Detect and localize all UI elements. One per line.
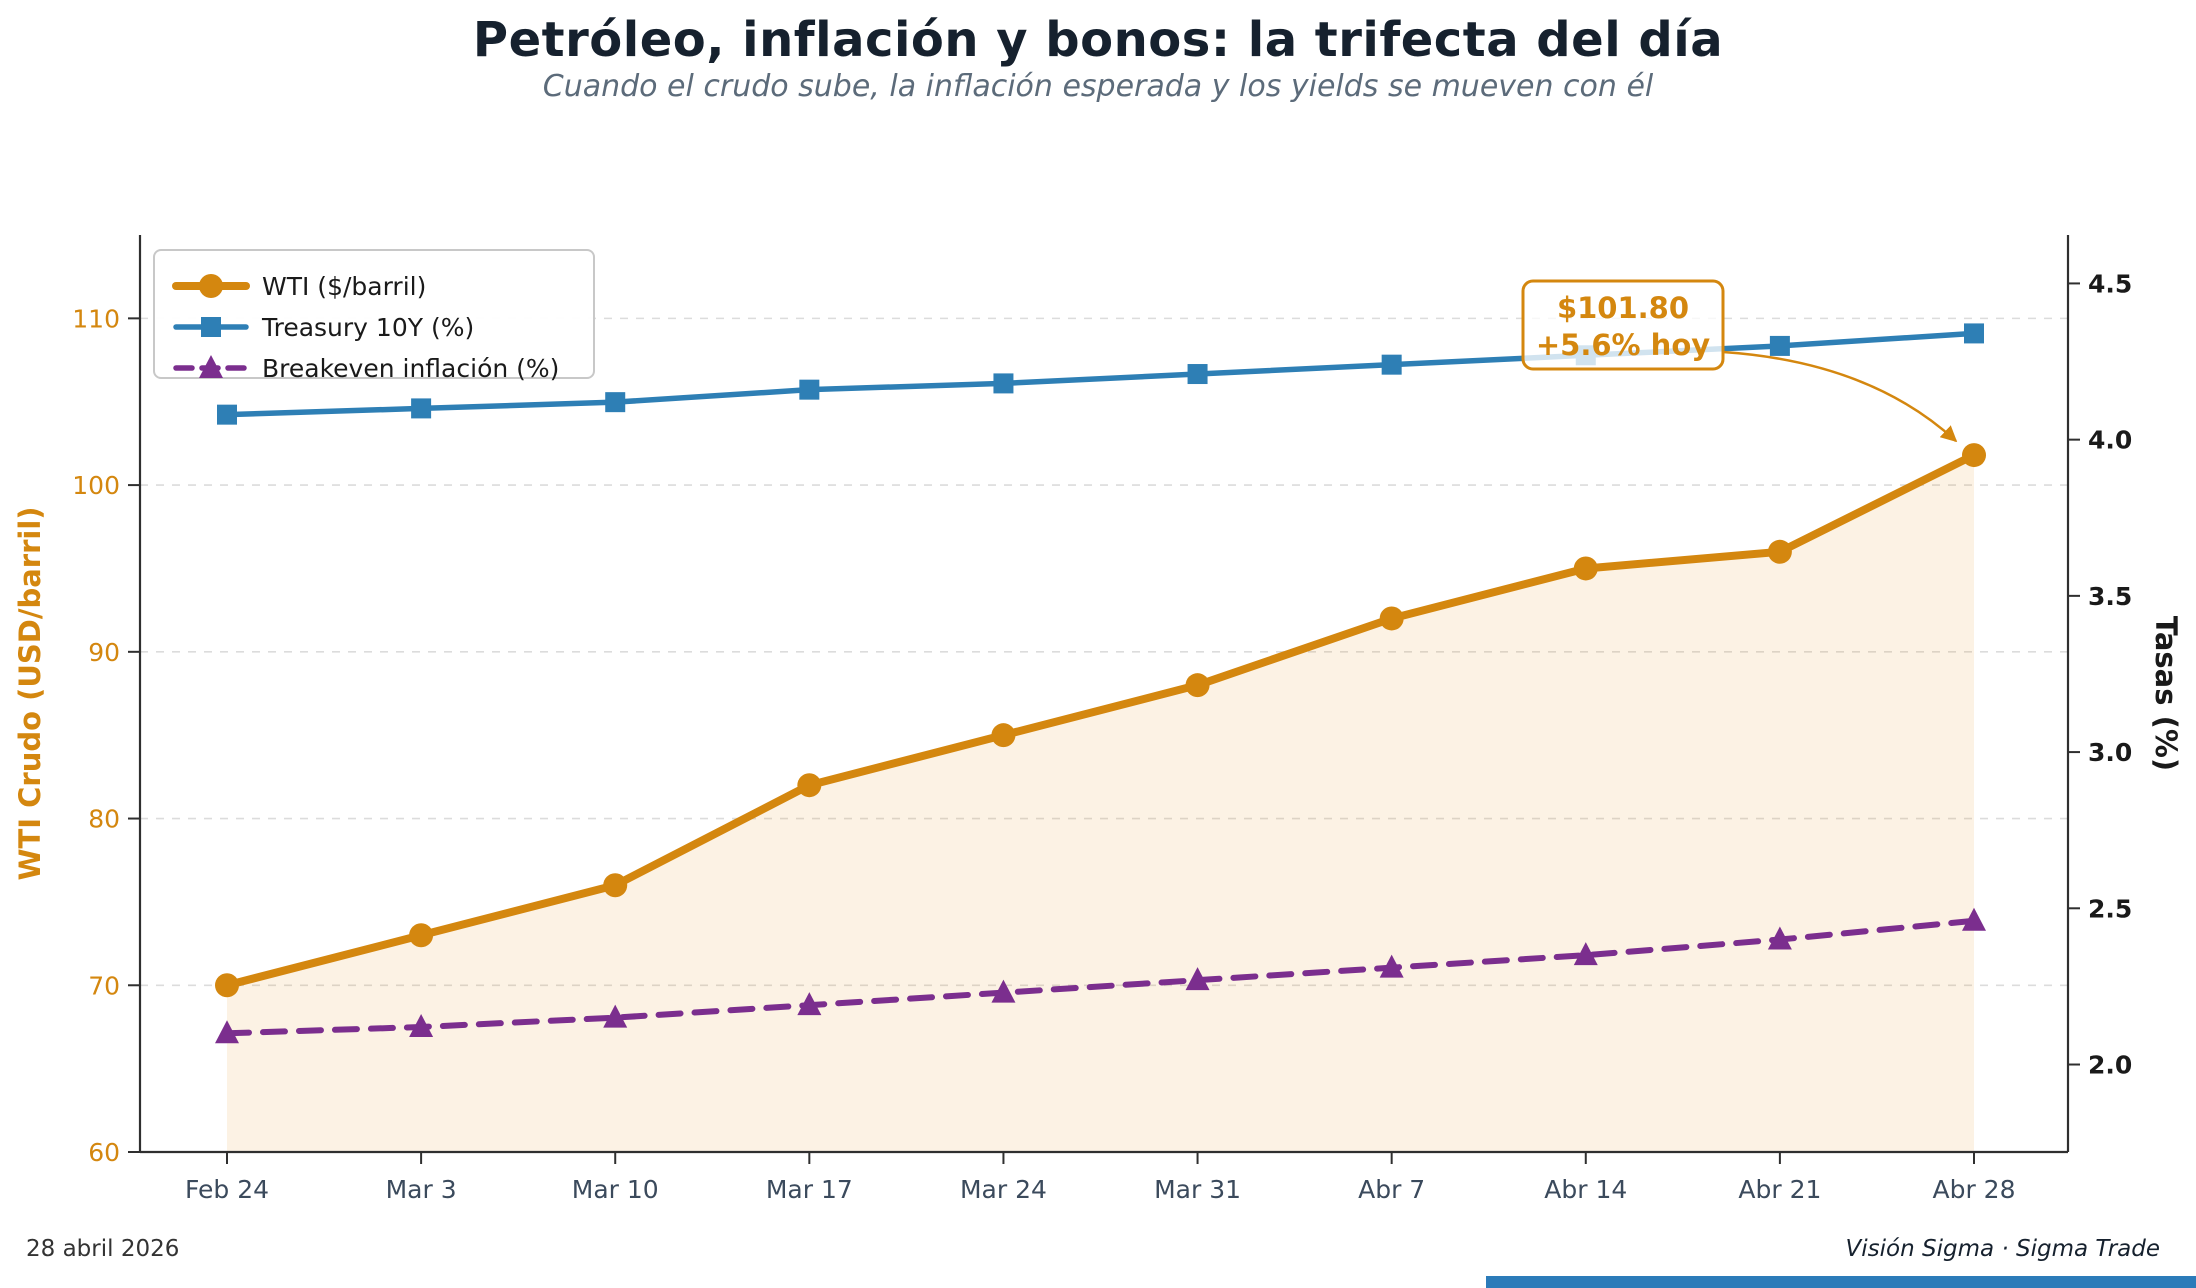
right-tick-label: 3.0 bbox=[2088, 738, 2132, 767]
legend-item-label: Treasury 10Y (%) bbox=[261, 313, 474, 342]
series-marker-circle bbox=[991, 723, 1016, 748]
series-marker-triangle bbox=[1767, 926, 1792, 950]
series-marker-square bbox=[993, 373, 1014, 394]
series-marker-triangle bbox=[1573, 942, 1598, 966]
annotation-change: +5.6% hoy bbox=[1536, 328, 1710, 362]
x-tick-label: Feb 24 bbox=[185, 1175, 269, 1204]
x-tick-label: Abr 28 bbox=[1932, 1175, 2015, 1204]
right-tick-label: 4.5 bbox=[2088, 269, 2132, 298]
series-marker-square bbox=[1187, 364, 1208, 385]
left-tick-label: 80 bbox=[88, 805, 120, 834]
series-line-triangle bbox=[224, 917, 1977, 1037]
series-marker-triangle bbox=[1379, 954, 1404, 978]
right-tick-label: 4.0 bbox=[2088, 426, 2132, 455]
legend: WTI ($/barril) Treasury 10Y (%) Breakeven … bbox=[153, 249, 595, 383]
left-tick-label: 110 bbox=[72, 304, 120, 333]
legend-sample-marker bbox=[199, 274, 223, 298]
left-axis-title: WTI Crudo (USD/barril) bbox=[13, 506, 47, 880]
series-marker-square bbox=[605, 392, 626, 413]
chart-subtitle: Cuando el crudo sube, la inflación esper… bbox=[542, 68, 1654, 104]
left-tick-label: 60 bbox=[88, 1138, 120, 1167]
x-tick-label: Abr 14 bbox=[1544, 1175, 1627, 1204]
series-line-circle bbox=[223, 451, 1978, 990]
series-marker-circle bbox=[1767, 539, 1792, 564]
footer-accent-bar bbox=[1486, 1276, 2196, 1288]
legend-item-label: Breakeven inflación (%) bbox=[262, 354, 559, 383]
series-marker-triangle bbox=[1962, 907, 1986, 931]
series-marker-square bbox=[1769, 335, 1790, 356]
x-tick-label: Mar 10 bbox=[572, 1175, 659, 1204]
annotation-callout: $101.80+5.6% hoy bbox=[1521, 279, 1958, 443]
series-marker-square bbox=[1381, 354, 1402, 375]
series-marker-circle bbox=[1573, 556, 1598, 581]
right-axis-title: Tasas (%) bbox=[2149, 616, 2183, 771]
left-tick-label: 100 bbox=[72, 471, 120, 500]
footer-date: 28 abril 2026 bbox=[26, 1236, 180, 1262]
right-tick-label: 2.5 bbox=[2088, 894, 2132, 923]
series-marker-circle bbox=[215, 973, 239, 998]
footer-credit: Visión Sigma · Sigma Trade bbox=[1845, 1236, 2160, 1262]
legend-item-label: WTI ($/barril) bbox=[262, 272, 426, 301]
series-marker-triangle bbox=[991, 979, 1016, 1003]
legend-sample-marker bbox=[199, 355, 223, 378]
left-tick-label: 90 bbox=[88, 638, 120, 667]
legend-sample-marker bbox=[201, 317, 221, 337]
x-tick-label: Mar 17 bbox=[766, 1175, 853, 1204]
right-tick-label: 3.5 bbox=[2088, 582, 2132, 611]
annotation-price: $101.80 bbox=[1557, 291, 1689, 325]
x-tick-label: Mar 31 bbox=[1154, 1175, 1241, 1204]
series-marker-triangle bbox=[603, 1004, 628, 1028]
series-marker-triangle bbox=[1185, 967, 1210, 991]
series-marker-square bbox=[217, 404, 237, 425]
x-tick-label: Abr 21 bbox=[1738, 1175, 1821, 1204]
series-marker-circle bbox=[409, 923, 434, 948]
legend-box bbox=[153, 249, 595, 379]
left-tick-label: 70 bbox=[88, 971, 120, 1000]
chart-title: Petróleo, inflación y bonos: la trifecta… bbox=[472, 12, 1724, 68]
series-marker-circle bbox=[1379, 606, 1404, 631]
x-tick-label: Mar 24 bbox=[960, 1175, 1047, 1204]
chart-header: Petróleo, inflación y bonos: la trifecta… bbox=[0, 14, 2196, 104]
series-marker-triangle bbox=[797, 992, 822, 1016]
annotation-box bbox=[1521, 279, 1725, 371]
right-tick-label: 2.0 bbox=[2088, 1051, 2132, 1080]
series-marker-circle bbox=[603, 873, 628, 898]
series-marker-square bbox=[411, 398, 432, 419]
annotation-arrow bbox=[1722, 350, 1958, 443]
series-marker-circle bbox=[797, 773, 822, 798]
series-marker-square bbox=[799, 379, 820, 400]
series-marker-square bbox=[1964, 323, 1984, 344]
series-marker-circle bbox=[1962, 443, 1986, 468]
series-marker-circle bbox=[1185, 673, 1210, 698]
x-tick-label: Abr 7 bbox=[1358, 1175, 1425, 1204]
wti-area-fill bbox=[227, 455, 1974, 1153]
series-marker-triangle bbox=[409, 1014, 434, 1038]
series-marker-triangle bbox=[215, 1020, 239, 1044]
x-tick-label: Mar 3 bbox=[386, 1175, 457, 1204]
